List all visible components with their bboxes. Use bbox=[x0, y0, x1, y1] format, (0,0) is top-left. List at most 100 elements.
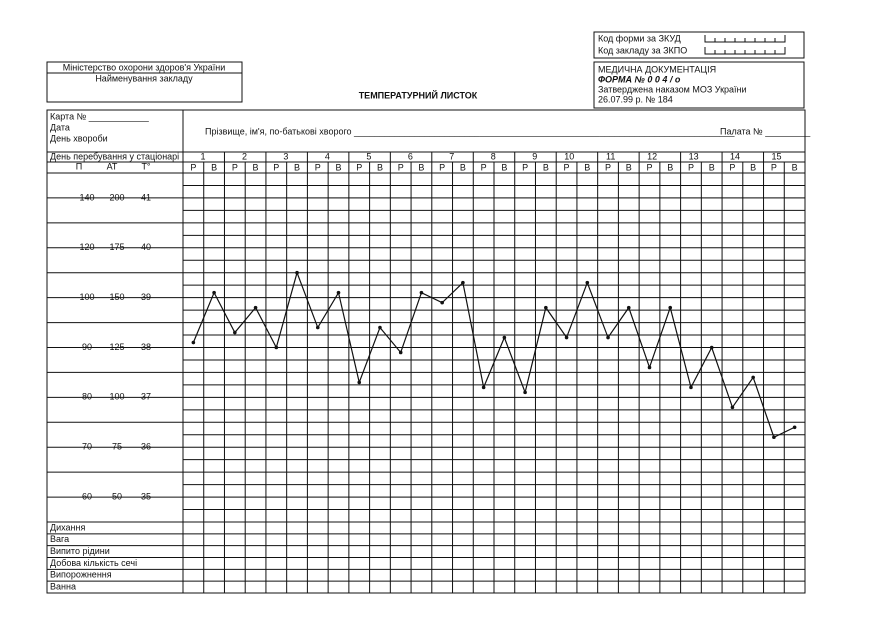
shift-label: Р bbox=[190, 162, 196, 172]
temperature-point bbox=[772, 435, 776, 440]
temperature-point bbox=[689, 385, 693, 390]
code-box bbox=[593, 31, 805, 59]
shift-label: Р bbox=[688, 162, 694, 172]
pulse-tick: 120 bbox=[79, 242, 94, 252]
temperature-point bbox=[523, 390, 527, 395]
temperature-point bbox=[419, 290, 424, 295]
row-label: Дихання bbox=[50, 522, 85, 532]
stay-day-label: День перебування у стаціонарі bbox=[50, 151, 179, 161]
temperature-point bbox=[398, 350, 403, 355]
shift-label: В bbox=[584, 162, 590, 172]
temperature-point bbox=[544, 305, 548, 310]
day-label: 15 bbox=[772, 151, 782, 161]
shift-label: Р bbox=[232, 162, 238, 172]
temperature-point bbox=[212, 290, 216, 295]
shift-label: В bbox=[294, 162, 300, 172]
temp-tick: 41 bbox=[141, 192, 151, 202]
temperature-point bbox=[792, 425, 797, 430]
temperature-point bbox=[481, 385, 486, 390]
temperature-point bbox=[233, 330, 237, 335]
code-label: Код закладу за ЗКПО bbox=[598, 45, 687, 55]
day-label: 6 bbox=[408, 151, 413, 161]
temperature-point bbox=[606, 335, 610, 340]
doc-box bbox=[593, 61, 805, 109]
temp-tick: 39 bbox=[141, 292, 151, 302]
doc-line: Затверджена наказом МОЗ України bbox=[598, 84, 747, 94]
bp-tick: 175 bbox=[109, 242, 124, 252]
shift-label: В bbox=[543, 162, 549, 172]
bp-tick: 125 bbox=[109, 342, 124, 352]
row-label: Вага bbox=[50, 534, 69, 544]
row-label: Випито рідини bbox=[50, 546, 110, 556]
shift-label: В bbox=[418, 162, 424, 172]
shift-label: В bbox=[460, 162, 466, 172]
temperature-point bbox=[564, 335, 569, 340]
shift-label: Р bbox=[605, 162, 611, 172]
shift-label: В bbox=[792, 162, 798, 172]
doc-line: МЕДИЧНА ДОКУМЕНТАЦІЯ bbox=[598, 64, 716, 74]
shift-label: В bbox=[253, 162, 259, 172]
shift-label: Р bbox=[356, 162, 362, 172]
temperature-point bbox=[709, 345, 714, 350]
temperature-point bbox=[461, 280, 465, 285]
shift-label: В bbox=[211, 162, 217, 172]
column-head: П bbox=[76, 161, 82, 171]
pulse-tick: 70 bbox=[82, 442, 92, 452]
day-label: 3 bbox=[283, 151, 288, 161]
shift-label: Р bbox=[771, 162, 777, 172]
day-label: 2 bbox=[242, 151, 247, 161]
temperature-point bbox=[751, 375, 755, 380]
temperature-point bbox=[585, 280, 590, 285]
shift-label: В bbox=[667, 162, 673, 172]
shift-label: В bbox=[501, 162, 507, 172]
day-label: 11 bbox=[606, 151, 615, 161]
shift-label: Р bbox=[273, 162, 279, 172]
card: Карта № ____________ bbox=[50, 111, 150, 121]
shift-label: Р bbox=[646, 162, 652, 172]
day-label: 14 bbox=[730, 151, 740, 161]
row-label: Ванна bbox=[50, 581, 76, 591]
shift-label: Р bbox=[439, 162, 445, 172]
row-label: Добова кількість сечі bbox=[50, 558, 137, 568]
ministry: Міністерство охорони здоров'я України bbox=[63, 62, 225, 72]
title: ТЕМПЕРАТУРНИЙ ЛИСТОК bbox=[359, 89, 478, 100]
ward: Палата № _________ bbox=[720, 126, 811, 136]
column-head: АТ bbox=[107, 161, 118, 171]
doc-line: 26.07.99 р. № 184 bbox=[598, 94, 673, 104]
day-label: 9 bbox=[532, 151, 537, 161]
shift-label: Р bbox=[522, 162, 528, 172]
day-label: 8 bbox=[491, 151, 496, 161]
day-label: 10 bbox=[564, 151, 574, 161]
pulse-tick: 100 bbox=[79, 292, 94, 302]
bp-tick: 75 bbox=[112, 442, 122, 452]
shift-label: Р bbox=[729, 162, 735, 172]
day-label: 4 bbox=[325, 151, 330, 161]
day-label: 12 bbox=[647, 151, 657, 161]
bp-tick: 50 bbox=[112, 491, 122, 501]
bp-tick: 100 bbox=[109, 392, 124, 402]
temperature-point bbox=[440, 300, 444, 305]
shift-label: Р bbox=[315, 162, 321, 172]
shift-label: В bbox=[377, 162, 383, 172]
code-cells bbox=[704, 47, 786, 55]
patient-name: Прізвище, ім'я, по-батькові хворого ____… bbox=[205, 126, 735, 136]
temperature-point bbox=[315, 325, 320, 330]
date: Дата bbox=[50, 122, 70, 132]
temperature-point bbox=[668, 305, 673, 310]
day-label: 1 bbox=[200, 151, 205, 161]
ministry-box bbox=[46, 61, 243, 103]
temp-tick: 40 bbox=[141, 242, 151, 252]
temp-tick: 38 bbox=[141, 342, 151, 352]
shift-label: В bbox=[709, 162, 715, 172]
bp-tick: 150 bbox=[109, 292, 124, 302]
temperature-point bbox=[253, 305, 258, 310]
temperature-line bbox=[192, 270, 795, 439]
shift-label: Р bbox=[398, 162, 404, 172]
temp-tick: 37 bbox=[141, 392, 151, 402]
table-frame bbox=[46, 109, 806, 594]
institution: Найменування закладу bbox=[95, 73, 193, 83]
day-label: 13 bbox=[689, 151, 699, 161]
shift-label: Р bbox=[564, 162, 570, 172]
temperature-point bbox=[295, 270, 299, 275]
